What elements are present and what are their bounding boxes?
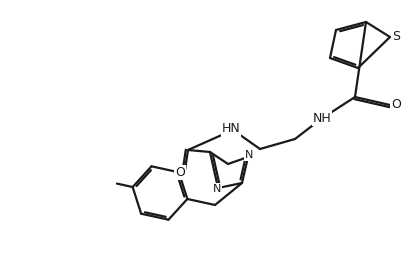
Text: HN: HN <box>222 123 240 135</box>
Text: O: O <box>391 99 401 112</box>
Text: NH: NH <box>312 112 331 124</box>
Text: N: N <box>245 150 253 160</box>
Text: N: N <box>213 184 221 194</box>
Text: S: S <box>392 31 400 43</box>
Text: O: O <box>175 165 185 179</box>
